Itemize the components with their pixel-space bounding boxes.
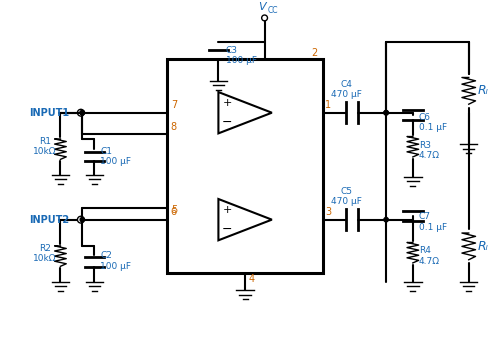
Text: +: +: [222, 205, 232, 215]
Circle shape: [80, 110, 84, 115]
Text: C1
100 µF: C1 100 µF: [100, 147, 132, 166]
Text: C7
0.1 µF: C7 0.1 µF: [418, 212, 447, 232]
Circle shape: [384, 110, 388, 115]
Text: 8: 8: [171, 122, 177, 132]
Text: −: −: [222, 223, 232, 236]
Circle shape: [384, 218, 388, 222]
FancyBboxPatch shape: [168, 59, 323, 273]
Text: 3: 3: [326, 207, 332, 217]
Text: 1: 1: [326, 100, 332, 110]
Text: 2: 2: [311, 48, 317, 58]
Circle shape: [80, 218, 84, 222]
Text: −: −: [222, 115, 232, 129]
Text: R2
10kΩ: R2 10kΩ: [33, 244, 56, 264]
Text: C6
0.1 µF: C6 0.1 µF: [418, 113, 447, 132]
Text: Rₗ: Rₗ: [478, 240, 488, 253]
Circle shape: [384, 110, 388, 115]
Text: 4: 4: [249, 274, 255, 284]
Text: 6: 6: [171, 207, 177, 217]
Text: R3
4.7Ω: R3 4.7Ω: [418, 141, 440, 160]
Text: INPUT1: INPUT1: [29, 108, 69, 118]
Text: C3
100 µF: C3 100 µF: [226, 46, 256, 65]
Circle shape: [80, 110, 84, 115]
Text: V: V: [258, 2, 266, 12]
Text: C5
470 µF: C5 470 µF: [331, 187, 362, 206]
Text: C2
100 µF: C2 100 µF: [100, 251, 132, 271]
Text: INPUT2: INPUT2: [29, 215, 69, 225]
Text: C4
470 µF: C4 470 µF: [331, 80, 362, 99]
Text: +: +: [222, 98, 232, 108]
Text: 5: 5: [171, 205, 177, 215]
Text: 7: 7: [171, 100, 177, 110]
Text: CC: CC: [268, 5, 278, 14]
Text: R1
10kΩ: R1 10kΩ: [33, 137, 56, 156]
Text: R4
4.7Ω: R4 4.7Ω: [418, 247, 440, 266]
Text: Rₗ: Rₗ: [478, 84, 488, 97]
